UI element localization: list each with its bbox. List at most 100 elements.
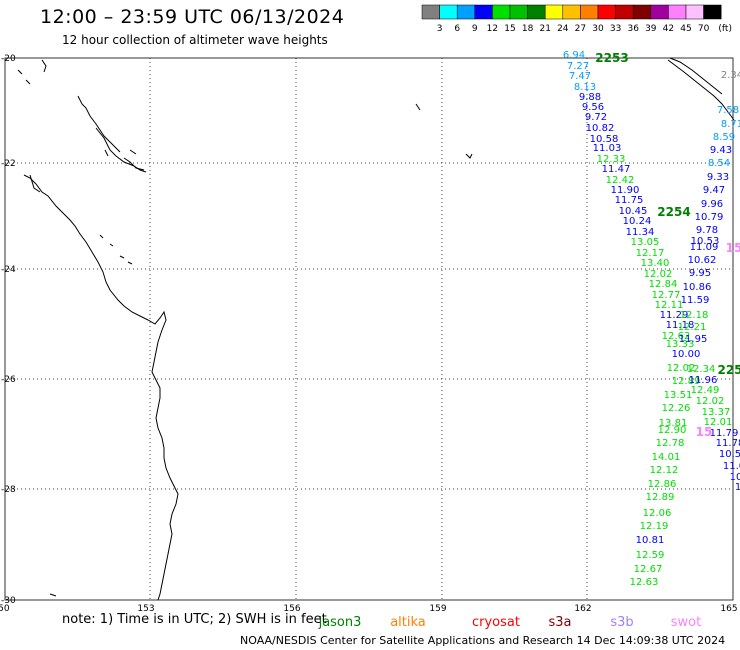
swh-value: 10	[730, 472, 740, 483]
swh-value: 12.02	[667, 363, 696, 374]
swh-value: 11.96	[689, 375, 718, 386]
swh-value: 12.02	[644, 269, 673, 280]
graticule	[5, 58, 733, 600]
swh-value: 9.47	[703, 185, 725, 196]
swh-value: 10.79	[695, 212, 724, 223]
swh-value: 13.05	[631, 237, 660, 248]
swh-value: 12.01	[704, 417, 733, 428]
swh-value: 11.09	[690, 242, 719, 253]
swh-value: 10.86	[683, 282, 712, 293]
colorbar-label: 39	[645, 24, 657, 34]
swh-value: 12.21	[678, 322, 707, 333]
swh-value: 12.77	[652, 290, 681, 301]
map-frame	[4, 57, 734, 601]
swh-value: 9.43	[710, 145, 732, 156]
swh-value: 13.37	[702, 407, 731, 418]
axis-labels: -20 -22 -24 -26 -28 -30150 153 156 159 162 165	[0, 54, 738, 614]
swh-value: 11.34	[626, 227, 655, 238]
pass-time-label: 2253	[595, 51, 628, 65]
lon-label: 156	[283, 604, 300, 614]
lon-label: 165	[720, 604, 737, 614]
pass-time-labels: 2253 2254 15 225 15	[595, 51, 740, 439]
swh-value: 9.88	[579, 92, 601, 103]
swh-value: 9.78	[696, 225, 718, 236]
swh-value: 12.26	[662, 403, 691, 414]
swh-value: 14.01	[652, 452, 681, 463]
swh-value: 12.17	[636, 248, 665, 259]
swh-value: 9.72	[585, 112, 607, 123]
swh-value: 8.54	[708, 158, 730, 169]
swh-value: 2.34	[721, 70, 740, 81]
swh-value: 12.84	[649, 279, 678, 290]
colorbar-label: (ft)	[718, 24, 732, 34]
swh-value: 10.62	[688, 255, 717, 266]
swh-value: 9.95	[689, 268, 711, 279]
swh-value: 6.94	[563, 50, 585, 61]
swh-value: 13.40	[641, 258, 670, 269]
swh-value: 11.78	[716, 438, 740, 449]
swh-value: 10.81	[636, 535, 665, 546]
altimeter-tracks: 6.947.277.478.139.889.569.7210.8210.5811…	[563, 50, 740, 588]
satellite-legend: jason3 altika cryosat s3a s3b swot	[318, 615, 702, 630]
swh-value: 12.12	[650, 465, 679, 476]
satellite-name: altika	[390, 615, 426, 630]
swh-value: 12.18	[680, 310, 709, 321]
map-title: 12:00 – 23:59 UTC 06/13/2024	[40, 6, 345, 28]
swh-value: 12.34	[687, 364, 716, 375]
satellite-name: cryosat	[472, 615, 520, 630]
pass-time-label: 225	[717, 363, 740, 377]
satellite-name: jason3	[318, 615, 362, 630]
swh-value: 11.18	[666, 320, 695, 331]
swh-value: 11.95	[679, 334, 708, 345]
swh-value: 11.90	[611, 185, 640, 196]
swh-value: 12.63	[630, 577, 659, 588]
satellite-name: s3a	[548, 615, 571, 630]
lat-label: -28	[1, 485, 16, 495]
pass-time-label: 2254	[657, 205, 690, 219]
colorbar-label: 3	[437, 24, 443, 34]
note-text: note: 1) Time is in UTC; 2) SWH is in fe…	[62, 612, 327, 627]
lon-label: 153	[137, 604, 154, 614]
swh-value: 10.45	[619, 206, 648, 217]
swh-value: 7.27	[567, 61, 589, 72]
lat-label: -20	[1, 54, 16, 64]
lat-label: -22	[1, 159, 16, 169]
swh-value: 12.89	[646, 492, 675, 503]
swh-value: 8.13	[574, 82, 596, 93]
map-subtitle: 12 hour collection of altimeter wave hei…	[62, 33, 328, 47]
colorbar-label: 6	[454, 24, 460, 34]
swh-value: 11.03	[593, 143, 622, 154]
swh-value: 7.58	[717, 105, 739, 116]
credit-footer: NOAA/NESDIS Center for Satellite Applica…	[240, 634, 726, 647]
colorbar-label: 21	[539, 24, 550, 34]
swh-value: 10.82	[586, 123, 615, 134]
lon-label: 162	[574, 604, 591, 614]
swh-value: 12.78	[656, 438, 685, 449]
colorbar-label: 9	[472, 24, 478, 34]
swh-value: 13.51	[664, 390, 693, 401]
swh-value: 12.90	[658, 425, 687, 436]
swh-value: 12.06	[643, 508, 672, 519]
swh-value: 12.19	[640, 521, 669, 532]
colorbar-label: 33	[610, 24, 621, 34]
colorbar-legend: 3 6 9 12 15 18 21 24 27 30 33 36 39 42 45 70 (ft)	[421, 4, 732, 34]
swh-value: 12.86	[648, 479, 677, 490]
swh-value: 12.49	[691, 385, 720, 396]
swh-value: 12.62	[662, 331, 691, 342]
swh-value: 9.96	[701, 199, 723, 210]
lat-label: -30	[1, 596, 16, 606]
satellite-name: swot	[671, 615, 701, 630]
colorbar-label: 15	[504, 24, 515, 34]
swh-value: 11.59	[681, 295, 710, 306]
colorbar-label: 70	[698, 24, 710, 34]
swh-value: 12.02	[696, 396, 725, 407]
swh-value: 10.5	[719, 449, 740, 460]
lon-label: 150	[0, 604, 10, 614]
pass-time-label: 15	[726, 241, 740, 255]
colorbar-label: 12	[487, 24, 498, 34]
swh-value: 12.42	[606, 175, 635, 186]
swh-value: 11.0	[723, 461, 740, 472]
lat-label: -26	[1, 375, 16, 385]
swh-value: 7.47	[569, 71, 591, 82]
